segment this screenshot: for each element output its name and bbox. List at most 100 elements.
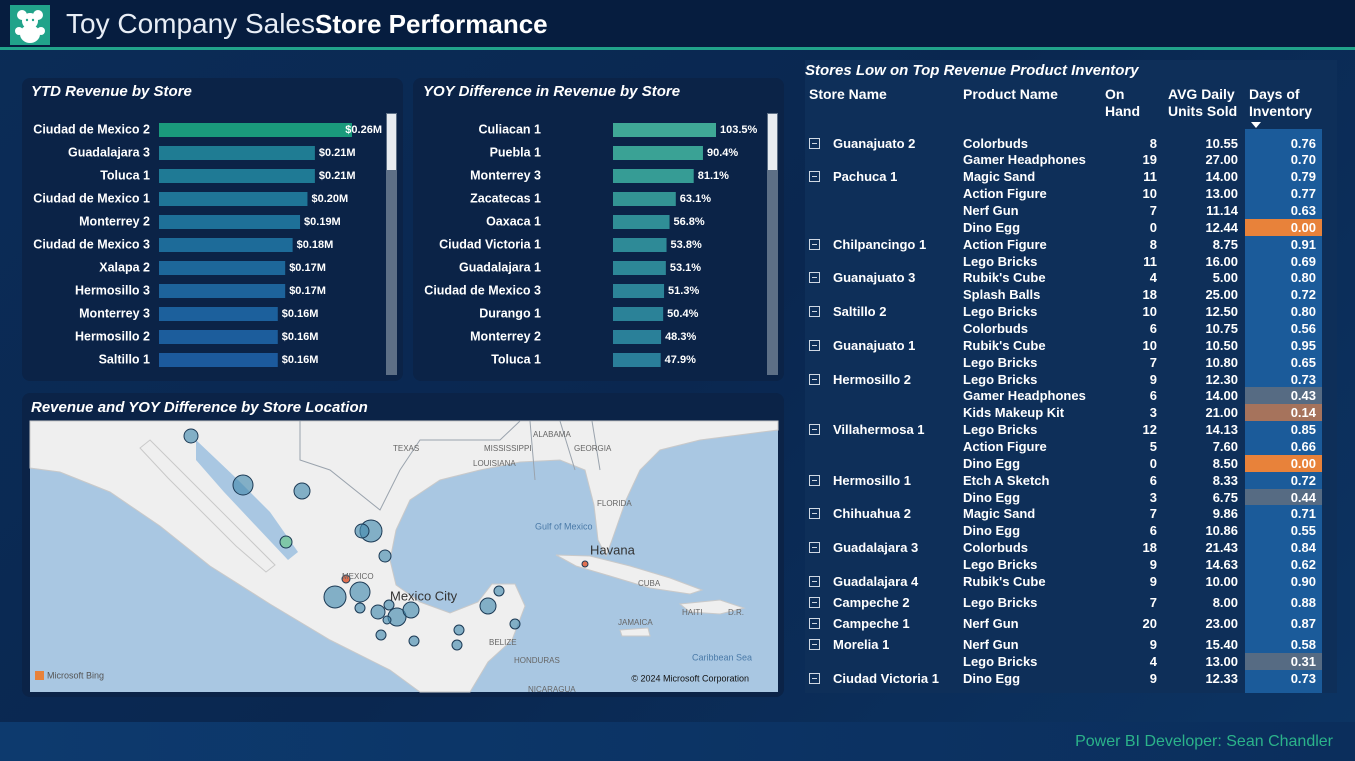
on-hand: 0 — [1149, 456, 1157, 471]
product-name: Lego Bricks — [963, 557, 1038, 572]
expand-icon[interactable] — [809, 424, 820, 435]
chart-title: YTD Revenue by Store — [31, 83, 192, 100]
data-label: 103.5% — [720, 124, 758, 136]
product-name: Rubik's Cube — [963, 574, 1046, 589]
avg-daily: 8.00 — [1212, 595, 1238, 610]
avg-daily: 12.50 — [1205, 304, 1238, 319]
product-name: Splash Balls — [963, 287, 1041, 302]
expand-icon[interactable] — [809, 138, 820, 149]
avg-daily: 8.75 — [1212, 237, 1238, 252]
on-hand: 20 — [1142, 616, 1157, 631]
chart-title: YOY Difference in Revenue by Store — [423, 83, 680, 100]
scrollbar[interactable] — [767, 113, 778, 375]
expand-icon[interactable] — [809, 475, 820, 486]
expand-icon[interactable] — [809, 673, 820, 684]
map-label: ALABAMA — [533, 430, 571, 439]
on-hand: 10 — [1142, 186, 1157, 201]
bar — [613, 353, 661, 367]
map-label: Mexico City — [390, 588, 458, 603]
on-hand: 10 — [1142, 338, 1157, 353]
category-label: Ciudad de Mexico 3 — [424, 283, 541, 297]
expand-icon[interactable] — [809, 171, 820, 182]
avg-daily: 10.55 — [1205, 136, 1238, 151]
map-label: FLORIDA — [597, 499, 632, 508]
avg-daily: 14.00 — [1205, 388, 1238, 403]
data-label: $0.26M — [345, 124, 382, 136]
expand-icon[interactable] — [809, 306, 820, 317]
bar — [613, 146, 703, 160]
column-header: Product Name — [963, 86, 1058, 102]
bar — [159, 307, 278, 321]
avg-daily: 12.30 — [1205, 372, 1238, 387]
store-bubble — [354, 602, 366, 614]
dashboard-subtitle: Store Performance — [315, 9, 548, 39]
data-label: 50.4% — [667, 308, 698, 320]
days-of-inventory: 0.84 — [1245, 539, 1322, 556]
bar — [613, 169, 694, 183]
expand-icon[interactable] — [809, 340, 820, 351]
store-bubble — [479, 597, 497, 615]
product-name: Nerf Gun — [963, 616, 1019, 631]
days-of-inventory: 0.71 — [1245, 505, 1322, 522]
on-hand: 10 — [1142, 304, 1157, 319]
header-bar — [0, 0, 1355, 50]
on-hand: 9 — [1149, 557, 1157, 572]
avg-daily: 10.00 — [1205, 574, 1238, 589]
avg-daily: 12.44 — [1205, 220, 1238, 235]
product-name: Action Figure — [963, 186, 1047, 201]
expand-icon[interactable] — [809, 542, 820, 553]
days-of-inventory: 0.77 — [1245, 185, 1322, 202]
store-bubble — [323, 585, 347, 609]
expand-icon[interactable] — [809, 272, 820, 283]
bing-logo — [35, 671, 44, 680]
store-name: Villahermosa 1 — [833, 422, 925, 437]
on-hand: 6 — [1149, 473, 1157, 488]
avg-daily: 8.50 — [1212, 456, 1238, 471]
store-bubble — [341, 574, 351, 584]
bar — [159, 146, 315, 160]
expand-icon[interactable] — [809, 576, 820, 587]
expand-icon[interactable] — [809, 597, 820, 608]
sort-arrow — [1251, 122, 1261, 128]
days-of-inventory: 0.88 — [1245, 594, 1322, 611]
product-name: Gamer Headphones — [963, 152, 1086, 167]
days-of-inventory: 0.76 — [1245, 135, 1322, 152]
category-label: Monterrey 3 — [470, 168, 541, 182]
avg-daily: 10.50 — [1205, 338, 1238, 353]
expand-icon[interactable] — [809, 374, 820, 385]
days-of-inventory: 0.73 — [1245, 371, 1322, 388]
days-of-inventory: 0.00 — [1245, 219, 1322, 236]
scroll-thumb[interactable] — [387, 114, 396, 170]
footer-credit: Power BI Developer: Sean Chandler — [1075, 733, 1333, 750]
avg-daily: 21.00 — [1205, 405, 1238, 420]
scrollbar[interactable] — [386, 113, 397, 375]
expand-icon[interactable] — [809, 618, 820, 629]
map-attribution: Microsoft Bing — [47, 670, 104, 680]
map-label: Havana — [590, 542, 636, 557]
store-bubble — [232, 474, 254, 496]
store-name: Guanajuato 2 — [833, 136, 916, 151]
table-title: Stores Low on Top Revenue Product Invent… — [805, 62, 1139, 79]
map[interactable] — [29, 420, 779, 693]
expand-icon[interactable] — [809, 508, 820, 519]
store-name: Chihuahua 2 — [833, 506, 912, 521]
map-label: MEXICO — [342, 572, 374, 581]
product-name: Lego Bricks — [963, 254, 1038, 269]
avg-daily: 25.00 — [1205, 287, 1238, 302]
data-label: 53.1% — [670, 262, 701, 274]
data-label: $0.16M — [282, 308, 319, 320]
on-hand: 8 — [1149, 136, 1157, 151]
on-hand: 6 — [1149, 388, 1157, 403]
days-of-inventory: 0.31 — [1245, 653, 1322, 670]
scroll-thumb[interactable] — [768, 114, 777, 170]
expand-icon[interactable] — [809, 239, 820, 250]
on-hand: 4 — [1149, 270, 1157, 285]
store-bubble — [354, 523, 370, 539]
store-name: Ciudad Victoria 1 — [833, 671, 939, 686]
days-of-inventory: 0.95 — [1245, 337, 1322, 354]
category-label: Xalapa 2 — [99, 260, 150, 274]
expand-icon[interactable] — [809, 639, 820, 650]
map-label: LOUISIANA — [473, 459, 516, 468]
avg-daily: 10.75 — [1205, 321, 1238, 336]
on-hand: 9 — [1149, 574, 1157, 589]
